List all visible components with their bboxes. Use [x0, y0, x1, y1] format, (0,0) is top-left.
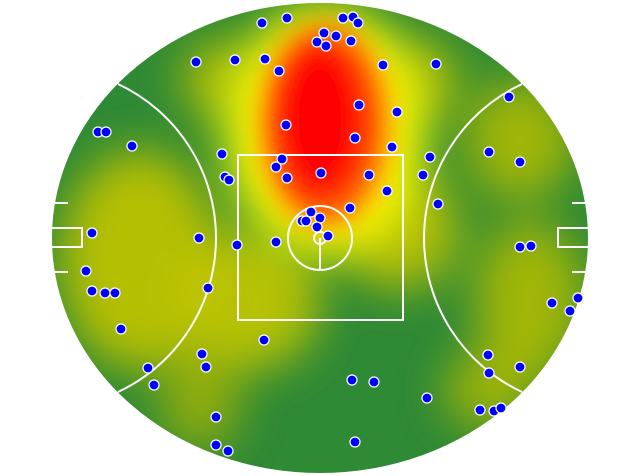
position-dot [109, 287, 121, 299]
position-dot [514, 361, 526, 373]
position-dot [193, 232, 205, 244]
right-50m-arc [423, 83, 523, 393]
position-dot [270, 161, 282, 173]
position-dot [190, 56, 202, 68]
position-dot [349, 436, 361, 448]
position-dot [514, 156, 526, 168]
position-dot [572, 292, 584, 304]
position-dot [353, 99, 365, 111]
position-dot [273, 65, 285, 77]
position-dot [148, 379, 160, 391]
position-dot [258, 334, 270, 346]
position-dot [337, 12, 349, 24]
position-dot [417, 169, 429, 181]
position-dot [514, 241, 526, 253]
centre-square [237, 154, 404, 321]
position-dot [349, 132, 361, 144]
position-dot [391, 106, 403, 118]
position-dot [256, 17, 268, 29]
position-dot [377, 59, 389, 71]
position-dot [322, 230, 334, 242]
position-dot [368, 376, 380, 388]
position-dot [344, 202, 356, 214]
position-dot [280, 119, 292, 131]
position-dot [363, 169, 375, 181]
position-dot [202, 282, 214, 294]
right-goal-square [557, 227, 588, 248]
position-dot [318, 27, 330, 39]
position-dots [80, 11, 584, 457]
position-dot [210, 411, 222, 423]
position-dot [495, 402, 507, 414]
position-dot [483, 146, 495, 158]
position-dot [222, 445, 234, 457]
position-dot [546, 297, 558, 309]
position-dot [311, 36, 323, 48]
position-dot [86, 227, 98, 239]
position-dot [259, 53, 271, 65]
position-dot [482, 349, 494, 361]
position-dot [430, 58, 442, 70]
position-dot [421, 392, 433, 404]
position-dot [346, 374, 358, 386]
position-dot [231, 239, 243, 251]
position-dot [345, 35, 357, 47]
position-dot [80, 265, 92, 277]
position-dot [311, 221, 323, 233]
position-dot [564, 305, 576, 317]
position-dot [315, 167, 327, 179]
position-dot [503, 91, 515, 103]
position-dot [320, 40, 332, 52]
position-dot [223, 174, 235, 186]
left-goal-square [52, 227, 83, 248]
position-dot [386, 141, 398, 153]
position-dot [424, 151, 436, 163]
position-dot [86, 285, 98, 297]
position-dot [200, 361, 212, 373]
left-50m-arc [117, 83, 217, 393]
position-dot [142, 362, 154, 374]
position-dot [281, 172, 293, 184]
position-dot [305, 206, 317, 218]
position-dot [330, 30, 342, 42]
field-markings [52, 83, 588, 393]
position-dot [115, 323, 127, 335]
position-dot [270, 236, 282, 248]
position-dot [300, 215, 312, 227]
position-dot [381, 185, 393, 197]
position-dot [276, 153, 288, 165]
position-dot [210, 439, 222, 451]
position-dot [474, 404, 486, 416]
position-dot [100, 126, 112, 138]
position-dot [352, 17, 364, 29]
position-dot [281, 12, 293, 24]
position-dot [196, 348, 208, 360]
position-dot [126, 140, 138, 152]
position-dot [483, 367, 495, 379]
position-dot [229, 54, 241, 66]
position-dot [525, 240, 537, 252]
position-dot [99, 287, 111, 299]
position-dot [432, 198, 444, 210]
position-dot [216, 148, 228, 160]
